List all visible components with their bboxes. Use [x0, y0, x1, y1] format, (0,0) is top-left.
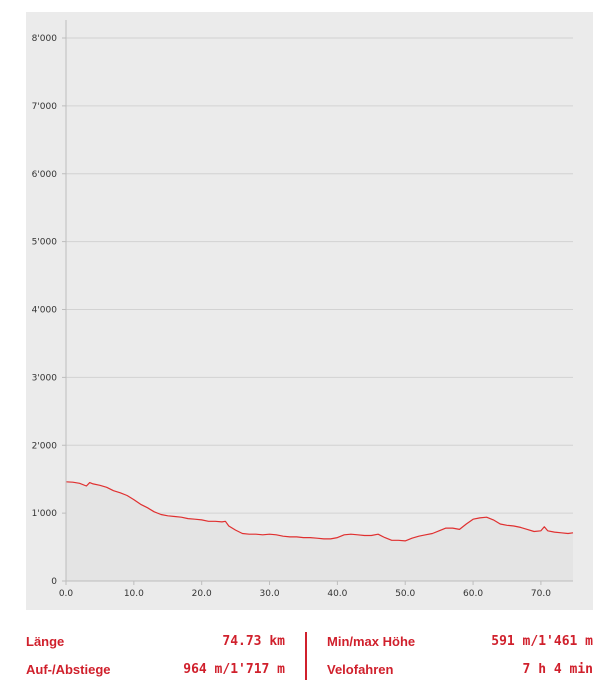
y-tick-label: 7'000: [32, 102, 58, 112]
stats-right-column: Min/max Höhe 591 m/1'461 m Velofahren 7 …: [327, 632, 593, 682]
y-tick-label: 8'000: [32, 34, 58, 44]
y-tick-label: 3'000: [32, 373, 58, 383]
min-max-elevation-label: Min/max Höhe: [327, 634, 416, 649]
min-max-elevation-stat: Min/max Höhe 591 m/1'461 m: [327, 632, 593, 652]
x-tick-label: 20.0: [192, 589, 212, 599]
ascent-descent-label: Auf-/Abstiege: [26, 662, 111, 677]
min-max-elevation-value: 591 m/1'461 m: [491, 634, 593, 649]
length-stat: Länge 74.73 km: [26, 632, 285, 652]
length-value: 74.73 km: [222, 634, 285, 649]
x-tick-label: 30.0: [260, 589, 280, 599]
x-tick-label: 60.0: [463, 589, 483, 599]
x-tick-label: 0.0: [59, 589, 74, 599]
elevation-line: [65, 481, 574, 542]
ascent-descent-stat: Auf-/Abstiege 964 m/1'717 m: [26, 660, 285, 680]
ascent-descent-value: 964 m/1'717 m: [183, 662, 285, 677]
stats-left-column: Länge 74.73 km Auf-/Abstiege 964 m/1'717…: [26, 632, 285, 682]
length-label: Länge: [26, 634, 65, 649]
y-tick-label: 6'000: [32, 170, 58, 180]
chart-svg: 0 1'000 2'000 3'000 4'000 5'000 6'000 7'000 8'00…: [32, 20, 574, 599]
x-tick-label: 40.0: [327, 589, 347, 599]
cycling-time-value: 7 h 4 min: [522, 662, 593, 677]
elevation-area: [66, 481, 573, 581]
y-tick-label: 4'000: [32, 306, 58, 316]
y-tick-label: 0: [51, 577, 57, 587]
elevation-profile-chart: 0 1'000 2'000 3'000 4'000 5'000 6'000 7'000 8'00…: [26, 12, 593, 610]
x-tick-label: 70.0: [531, 589, 551, 599]
y-tick-label: 5'000: [32, 238, 58, 248]
stats-divider: [305, 632, 307, 680]
cycling-time-label: Velofahren: [327, 662, 394, 677]
route-stats: Länge 74.73 km Auf-/Abstiege 964 m/1'717…: [26, 632, 593, 682]
y-tick-label: 1'000: [32, 509, 58, 519]
cycling-time-stat: Velofahren 7 h 4 min: [327, 660, 593, 680]
y-tick-label: 2'000: [32, 441, 58, 451]
x-tick-label: 10.0: [124, 589, 144, 599]
x-tick-label: 50.0: [395, 589, 415, 599]
